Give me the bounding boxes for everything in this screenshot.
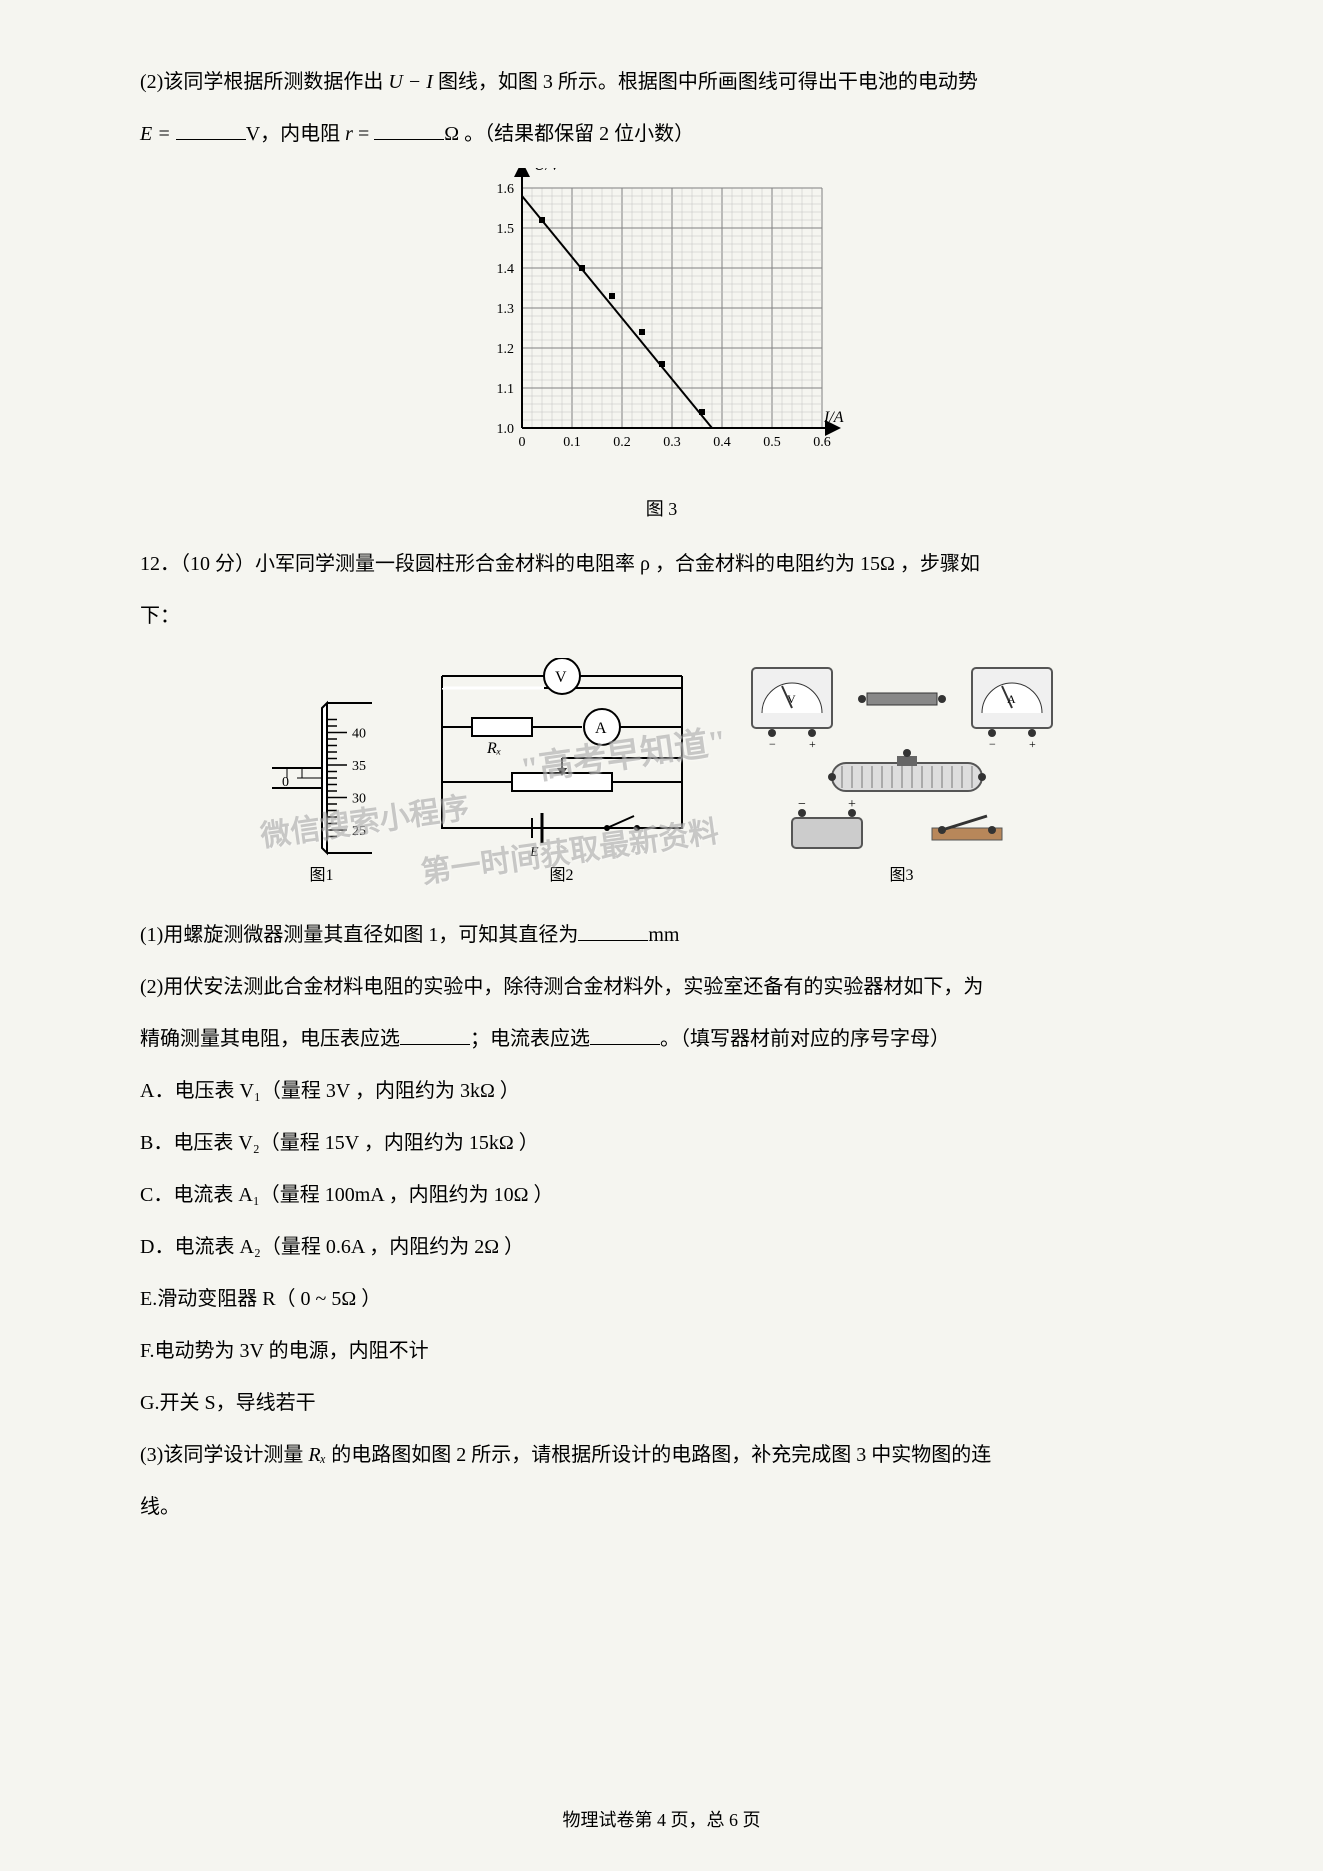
option-c: C．电流表 A₁（量程 100mA ，内阻约为 10Ω ） — [140, 1173, 1183, 1217]
micrometer-icon: 0 25 30 35 40 — [252, 678, 392, 858]
q12-p2b: 精确测量其电阻，电压表应选 ；电流表应选 。（填写器材前对应的序号字母） — [140, 1017, 1183, 1061]
q12-p1: (1)用螺旋测微器测量其直径如图 1，可知其直径为 mm — [140, 913, 1183, 957]
svg-text:−: − — [769, 737, 776, 751]
svg-text:1.2: 1.2 — [496, 342, 514, 357]
svg-text:40: 40 — [352, 726, 366, 741]
svg-text:1.0: 1.0 — [496, 422, 514, 437]
svg-text:E: E — [529, 845, 539, 858]
figure-3-box: − + V − + A — [732, 658, 1072, 893]
text: = — [353, 123, 374, 145]
svg-text:0.6: 0.6 — [813, 435, 831, 450]
svg-text:−: − — [798, 797, 806, 812]
chart-caption: 图 3 — [140, 490, 1183, 530]
svg-text:1.1: 1.1 — [496, 382, 514, 397]
fig1-caption: 图1 — [309, 858, 333, 893]
option-g: G.开关 S，导线若干 — [140, 1381, 1183, 1425]
text: 的电路图如图 2 所示，请根据所设计的电路图，补充完成图 3 中实物图的连 — [326, 1444, 991, 1466]
var-rx: Rₓ — [308, 1444, 326, 1466]
svg-text:V: V — [555, 669, 567, 686]
blank-diameter — [578, 919, 648, 941]
q12-p3c: 线。 — [140, 1485, 1183, 1529]
svg-text:25: 25 — [352, 824, 366, 839]
q12-p3: (3)该同学设计测量 Rₓ 的电路图如图 2 所示，请根据所设计的电路图，补充完… — [140, 1433, 1183, 1477]
svg-text:1.4: 1.4 — [496, 262, 514, 277]
svg-text:Rₓ: Rₓ — [486, 740, 501, 757]
blank-ammeter — [590, 1023, 660, 1045]
text: (3)该同学设计测量 — [140, 1444, 308, 1466]
svg-text:I/A: I/A — [823, 409, 844, 426]
text: Ω 。（结果都保留 2 位小数） — [444, 123, 694, 145]
text: ；电流表应选 — [470, 1028, 590, 1050]
physical-circuit-icon: − + V − + A — [732, 658, 1072, 858]
svg-text:35: 35 — [352, 759, 366, 774]
svg-text:1.3: 1.3 — [496, 302, 514, 317]
var-r: r — [345, 123, 353, 145]
svg-text:A: A — [595, 720, 607, 737]
svg-text:0.1: 0.1 — [563, 435, 581, 450]
text: mm — [648, 924, 679, 946]
svg-text:0.3: 0.3 — [663, 435, 681, 450]
fig2-caption: 图2 — [549, 858, 573, 893]
q11-p2-line2: E = V，内电阻 r = Ω 。（结果都保留 2 位小数） — [140, 112, 1183, 156]
option-b: B．电压表 V₂（量程 15V ，内阻约为 15kΩ ） — [140, 1121, 1183, 1165]
ui-chart: 0 0.1 0.2 0.3 0.4 0.5 0.6 1.0 1.1 1.2 1.3 1.4 1.5 1.6… — [472, 168, 852, 468]
circuit-diagram-icon: Rₓ A V — [422, 658, 702, 858]
svg-text:1.6: 1.6 — [496, 182, 514, 197]
svg-text:−: − — [989, 737, 996, 751]
option-d: D．电流表 A₂（量程 0.6A ，内阻约为 2Ω ） — [140, 1225, 1183, 1269]
svg-text:+: + — [848, 797, 856, 812]
blank-voltmeter — [400, 1023, 470, 1045]
text: V，内电阻 — [246, 123, 345, 145]
fig3-caption: 图3 — [889, 858, 913, 893]
svg-text:0.5: 0.5 — [763, 435, 781, 450]
svg-text:0: 0 — [518, 435, 525, 450]
q12-header: 12．（10 分）小军同学测量一段圆柱形合金材料的电阻率 ρ ，合金材料的电阻约… — [140, 542, 1183, 586]
var-ui: U − I — [388, 71, 433, 93]
var-e: E = — [140, 123, 176, 145]
svg-text:30: 30 — [352, 791, 366, 806]
blank-r — [374, 118, 444, 140]
svg-text:+: + — [809, 737, 816, 751]
svg-text:1.5: 1.5 — [496, 222, 514, 237]
figure-2-box: Rₓ A V — [422, 658, 702, 893]
svg-text:U/V: U/V — [534, 168, 562, 174]
q12-p2a: (2)用伏安法测此合金材料电阻的实验中，除待测合金材料外，实验室还备有的实验器材… — [140, 965, 1183, 1009]
svg-text:A: A — [1007, 692, 1016, 706]
text: 精确测量其电阻，电压表应选 — [140, 1028, 400, 1050]
svg-text:0.4: 0.4 — [713, 435, 731, 450]
option-a: A．电压表 V₁（量程 3V ，内阻约为 3kΩ ） — [140, 1069, 1183, 1113]
figure-1-box: 0 25 30 35 40 图1 — [252, 678, 392, 893]
svg-text:0: 0 — [282, 775, 289, 790]
ui-chart-container: 0 0.1 0.2 0.3 0.4 0.5 0.6 1.0 1.1 1.2 1.3 1.4 1.5 1.6… — [140, 168, 1183, 530]
option-e: E.滑动变阻器 R（ 0 ~ 5Ω ） — [140, 1277, 1183, 1321]
svg-text:+: + — [1029, 737, 1036, 751]
text: 图线，如图 3 所示。根据图中所画图线可得出干电池的电动势 — [433, 71, 978, 93]
svg-text:0.2: 0.2 — [613, 435, 631, 450]
page-footer: 物理试卷第 4 页，总 6 页 — [0, 1801, 1323, 1841]
svg-text:V: V — [787, 692, 796, 706]
text: 。（填写器材前对应的序号字母） — [660, 1028, 950, 1050]
text: (2)该同学根据所测数据作出 — [140, 71, 388, 93]
option-f: F.电动势为 3V 的电源，内阻不计 — [140, 1329, 1183, 1373]
q12-header2: 下： — [140, 594, 1183, 638]
blank-emf — [176, 118, 246, 140]
q11-p2-line1: (2)该同学根据所测数据作出 U − I 图线，如图 3 所示。根据图中所画图线… — [140, 60, 1183, 104]
text: (1)用螺旋测微器测量其直径如图 1，可知其直径为 — [140, 924, 578, 946]
figure-row: 0 25 30 35 40 图1 Rₓ A — [140, 658, 1183, 893]
